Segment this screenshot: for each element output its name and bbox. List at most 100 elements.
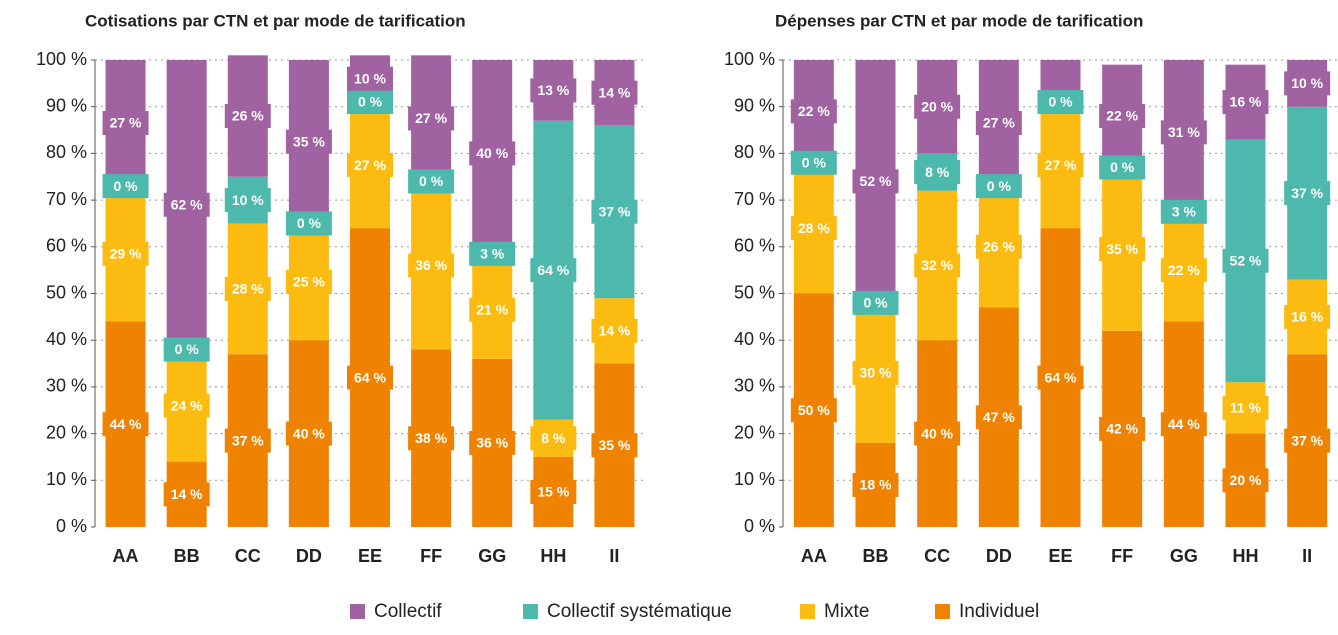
data-label: 0 % (863, 295, 888, 311)
y-tick-label: 30 % (734, 376, 775, 396)
y-tick-label: 60 % (734, 236, 775, 256)
data-label: 37 % (598, 203, 630, 219)
data-label: 22 % (1168, 262, 1200, 278)
label-box (914, 421, 961, 446)
data-label: 0 % (113, 178, 138, 194)
x-tick-label: CC (235, 546, 261, 566)
label-box (224, 276, 271, 301)
data-label: 20 % (921, 98, 953, 114)
y-tick-label: 60 % (46, 236, 87, 256)
y-tick-label: 80 % (46, 142, 87, 162)
label-box (102, 241, 149, 266)
data-label: 11 % (1230, 400, 1262, 416)
label-box (1160, 199, 1207, 224)
label-box (469, 297, 516, 322)
label-box (1160, 258, 1207, 283)
label-box (1037, 153, 1084, 178)
y-tick-label: 100 % (36, 49, 87, 69)
data-label: 16 % (1291, 309, 1323, 325)
x-tick-label: HH (1233, 546, 1259, 566)
x-tick-label: CC (924, 546, 950, 566)
label-box (224, 428, 271, 453)
label-box (591, 433, 638, 458)
y-tick-label: 90 % (734, 95, 775, 115)
label-box (1222, 90, 1269, 115)
data-label: 32 % (921, 257, 953, 273)
chart-title: Cotisations par CTN et par mode de tarif… (85, 11, 466, 30)
data-label: 0 % (297, 215, 322, 231)
data-label: 13 % (537, 82, 569, 98)
x-tick-label: EE (358, 546, 382, 566)
data-label: 62 % (171, 196, 203, 212)
data-label: 16 % (1230, 94, 1262, 110)
label-box (975, 405, 1022, 430)
label-box (530, 426, 577, 451)
label-box (224, 188, 271, 213)
data-label: 10 % (354, 70, 386, 86)
data-label: 3 % (1172, 203, 1197, 219)
label-box (914, 94, 961, 119)
label-box (591, 199, 638, 224)
label-box (530, 258, 577, 283)
x-tick-label: BB (863, 546, 889, 566)
data-label: 30 % (860, 365, 892, 381)
data-label: 14 % (598, 84, 630, 100)
label-box (530, 78, 577, 103)
label-box (1099, 237, 1146, 262)
label-box (285, 269, 332, 294)
y-tick-label: 90 % (46, 95, 87, 115)
x-tick-label: II (1302, 546, 1312, 566)
label-box (591, 80, 638, 105)
y-tick-label: 10 % (734, 469, 775, 489)
label-box (1284, 71, 1331, 96)
x-tick-label: II (609, 546, 619, 566)
data-label: 26 % (232, 108, 264, 124)
label-box (852, 472, 899, 497)
label-box (1160, 412, 1207, 437)
label-box (408, 106, 455, 131)
x-tick-label: AA (801, 546, 827, 566)
label-box (1037, 365, 1084, 390)
label-box (1284, 181, 1331, 206)
label-box (1222, 248, 1269, 273)
legend-swatch (523, 604, 538, 619)
label-box (1099, 416, 1146, 441)
data-label: 37 % (1291, 185, 1323, 201)
label-box (285, 421, 332, 446)
data-label: 0 % (419, 173, 444, 189)
data-label: 22 % (798, 103, 830, 119)
data-label: 36 % (476, 435, 508, 451)
data-label: 24 % (171, 397, 203, 413)
legend-label: Individuel (959, 601, 1039, 622)
x-tick-label: GG (1170, 546, 1198, 566)
data-label: 64 % (1045, 369, 1077, 385)
data-label: 35 % (598, 437, 630, 453)
x-tick-label: EE (1048, 546, 1072, 566)
data-label: 47 % (983, 409, 1015, 425)
label-box (285, 129, 332, 154)
data-label: 26 % (983, 239, 1015, 255)
data-label: 35 % (293, 133, 325, 149)
data-label: 64 % (537, 262, 569, 278)
label-box (102, 412, 149, 437)
label-box (469, 241, 516, 266)
label-box (852, 169, 899, 194)
legend-label: Collectif (374, 601, 442, 622)
label-box (285, 211, 332, 236)
data-label: 10 % (1291, 75, 1323, 91)
data-label: 10 % (232, 192, 264, 208)
y-tick-label: 70 % (46, 189, 87, 209)
legend-swatch (800, 604, 815, 619)
data-label: 44 % (1168, 416, 1200, 432)
legend-label: Collectif systématique (547, 601, 732, 622)
label-box (347, 365, 393, 390)
legend-swatch (350, 604, 365, 619)
label-box (469, 141, 516, 166)
data-label: 27 % (1045, 157, 1077, 173)
label-box (975, 111, 1022, 136)
data-label: 18 % (860, 477, 892, 493)
data-label: 38 % (415, 430, 447, 446)
legend-label: Mixte (824, 601, 869, 622)
data-label: 15 % (537, 484, 569, 500)
data-label: 36 % (415, 257, 447, 273)
